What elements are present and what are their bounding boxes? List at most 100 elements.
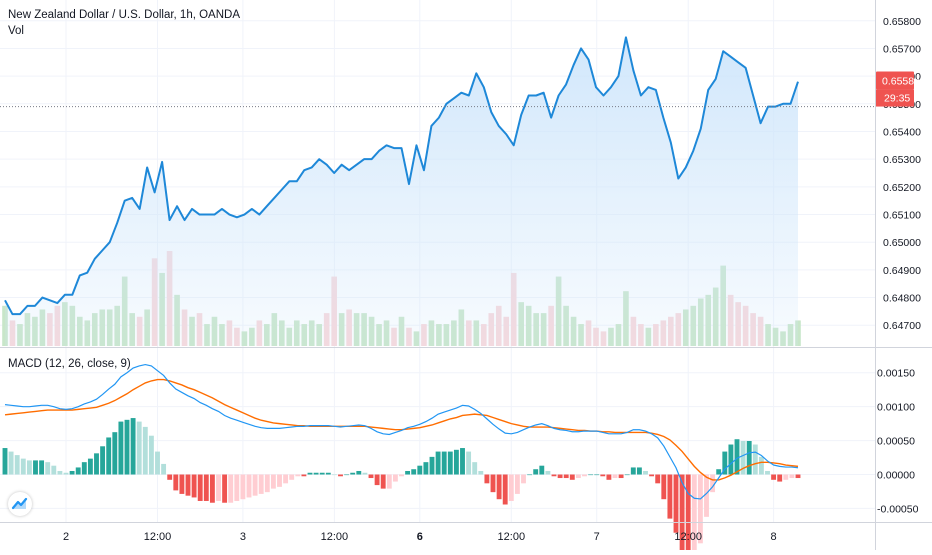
histogram-bar [673,474,679,533]
histogram-bar [240,474,246,500]
histogram-bar [167,474,173,480]
macd-tick-label: 0.00000 [877,470,915,482]
histogram-bar [423,462,429,475]
macd-line [4,363,799,500]
histogram-bar [173,474,179,491]
time-tick-label: 12:00 [674,531,702,543]
price-tick-label: 0.65400 [883,126,921,138]
histogram-bar [630,467,636,475]
histogram-bar [435,451,441,475]
time-axis[interactable]: 2 12:00 3 12:00 6 12:00 7 12:00 8 [63,531,777,543]
histogram-bar [728,444,734,475]
last-price-label: 0.65584 [882,76,920,88]
histogram-bar [533,469,539,475]
macd-label[interactable]: MACD (12, 26, close, 9) [8,358,131,370]
histogram-bar [100,446,106,475]
histogram-bar [667,474,673,519]
histogram-bar [508,474,514,501]
histogram-bar [545,470,551,475]
histogram-bar [185,474,191,496]
histogram-bar [618,474,624,479]
histogram-bar [277,474,282,487]
histogram-bar [405,470,411,475]
histogram-bar [69,470,75,475]
time-tick-label: 7 [594,531,600,543]
histogram-bar [783,474,789,480]
histogram-bar [161,463,167,475]
histogram-bar [136,421,142,475]
histogram-bar [203,474,209,501]
histogram-bar [124,419,130,475]
histogram-bar [771,474,777,480]
histogram-bar [313,472,319,475]
logo-icon [11,497,28,510]
histogram-bar [39,460,45,475]
price-tick-label: 0.64900 [883,265,921,277]
histogram-bar [87,458,93,475]
histogram-bar [228,474,234,503]
histogram-bar [75,467,81,475]
histogram-bar [325,472,331,475]
histogram-bar [765,470,770,475]
histogram-bar [197,474,203,501]
histogram-bar [252,474,258,496]
macd-axis[interactable]: 0.00150 0.00100 0.00050 0.00000 -0.00050 [877,368,919,516]
histogram-bar [588,474,594,476]
macd-tick-label: 0.00100 [877,402,915,414]
histogram-bar [148,435,154,475]
histogram-bar [606,474,612,480]
histogram-bar [331,474,337,476]
histogram-bar [81,462,87,475]
histogram-bar [600,474,606,477]
histogram-bar [142,426,148,475]
histogram-bar [301,474,307,477]
histogram-bar [338,474,343,477]
histogram-bar [368,474,374,479]
histogram-bar [112,432,118,475]
histogram-bar [344,474,350,476]
histogram-bar [429,456,435,475]
histogram-bar [258,474,264,494]
price-series [0,36,875,347]
histogram-bar [594,474,600,476]
histogram-bar [789,474,795,479]
histogram-bar [2,448,8,475]
histogram-bar [33,460,38,475]
histogram-bar [710,474,716,493]
histogram-bar [679,474,685,555]
histogram-bar [94,453,99,475]
histogram-bar [643,470,648,475]
histogram-bar [234,474,240,501]
price-area [5,37,798,347]
histogram-bar [539,465,545,475]
histogram-bar [655,474,661,484]
histogram-bar [295,474,301,477]
histogram-bar [57,470,63,475]
tradingview-logo[interactable] [8,492,32,516]
histogram-bar [51,465,57,475]
histogram-bar [118,421,124,475]
histogram-bar [399,474,404,477]
histogram-bar [661,474,667,500]
countdown-badge [876,89,914,107]
histogram-bar [716,469,722,475]
price-tick-label: 0.65300 [883,154,921,166]
histogram-bar [441,451,447,475]
price-tick-label: 0.64700 [883,320,921,332]
histogram-bar [777,474,783,482]
histogram-bar [557,474,563,479]
histogram-bar [319,472,325,475]
histogram-bar [624,474,630,476]
macd-tick-label: -0.00050 [877,503,919,515]
price-tick-label: 0.65700 [883,43,921,55]
time-tick-label: 2 [63,531,69,543]
symbol-title[interactable]: New Zealand Dollar / U.S. Dollar, 1h, OA… [8,9,241,21]
histogram-bar [209,474,215,503]
volume-label[interactable]: Vol [8,25,24,37]
price-axis[interactable]: 0.658000.657000.656000.655000.654000.653… [876,16,921,332]
histogram-bar [734,439,740,475]
histogram-bar [447,451,453,475]
histogram-bar [106,437,112,475]
